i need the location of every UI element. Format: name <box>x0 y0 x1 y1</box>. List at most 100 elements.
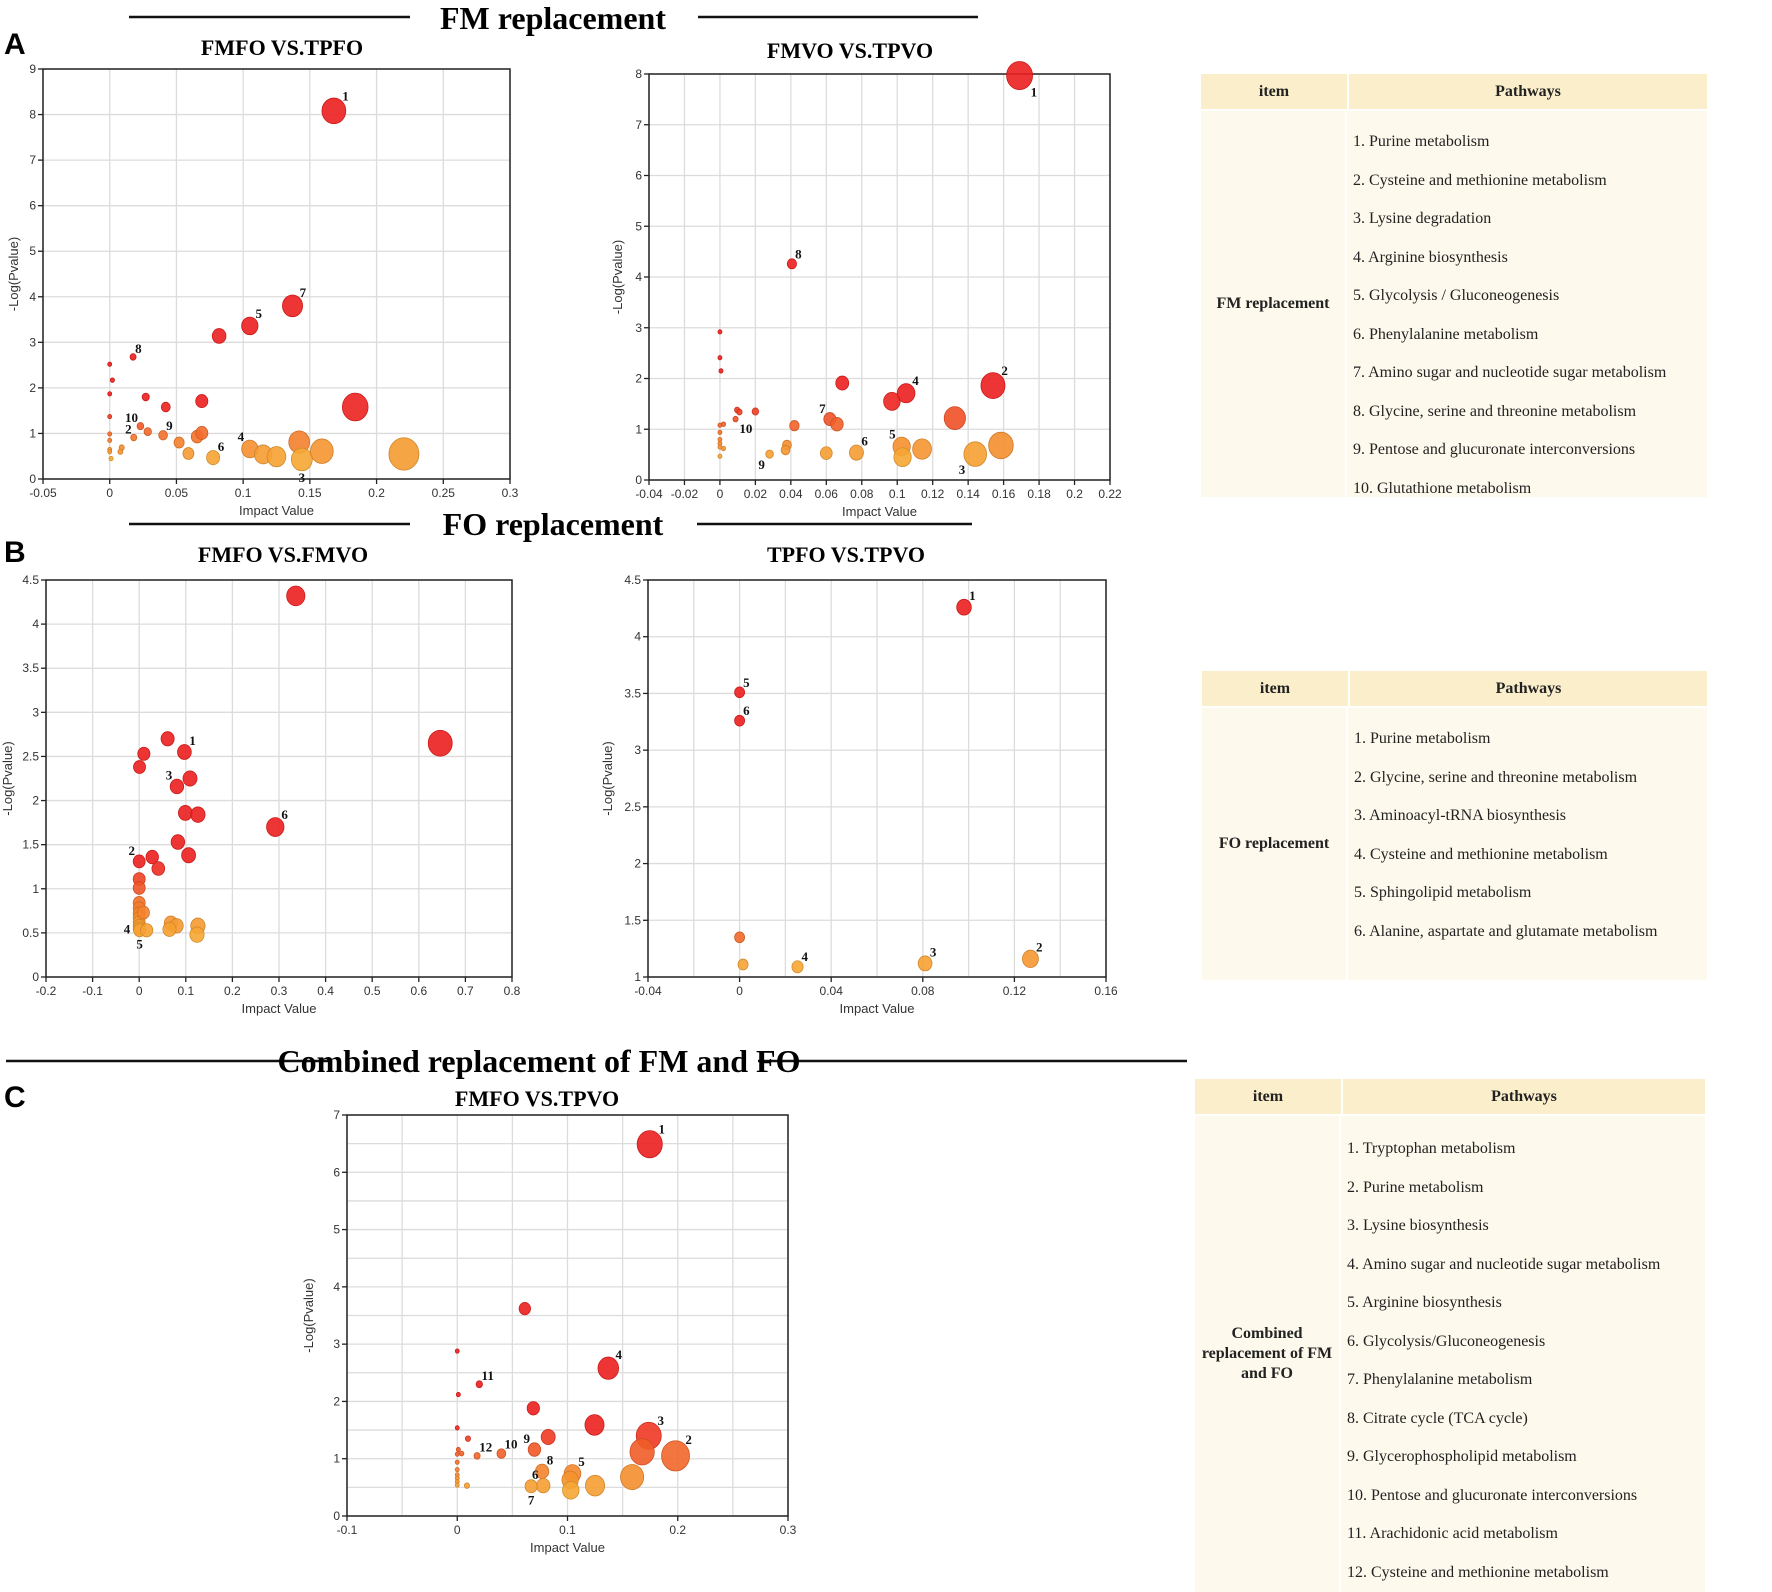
pathway-row: 6. Glycolysis/Gluconeogenesis <box>1347 1332 1546 1350</box>
bubble-point <box>717 329 723 335</box>
pathway-table-fo: item Pathways FO replacement 1. Purine me… <box>1202 671 1707 980</box>
pathway-list: 1. Purine metabolism 2. Glycine, serine a… <box>1348 708 1707 980</box>
table-item-label: FO replacement <box>1202 708 1348 980</box>
bubble-point <box>182 770 198 787</box>
pathway-row: 7. Phenylalanine metabolism <box>1347 1371 1533 1389</box>
y-tick-label: 8 <box>635 67 642 81</box>
x-axis-label: Impact Value <box>842 504 917 519</box>
bubble-point <box>107 391 113 397</box>
bubble-point <box>195 394 209 409</box>
y-tick-label: 2 <box>635 372 642 386</box>
y-axis-label: -Log(Pvalue) <box>610 240 625 314</box>
bubble-point <box>980 372 1006 399</box>
x-tick-label: 0.08 <box>911 984 935 998</box>
bubble-point <box>136 422 145 431</box>
bubble-point <box>496 1448 507 1459</box>
x-tick-label: 0.1 <box>235 486 252 500</box>
y-tick-label: 5 <box>333 1223 340 1237</box>
bubble-point <box>454 1459 460 1465</box>
bubble-label: 2 <box>1036 939 1043 954</box>
bubble-point <box>849 444 864 461</box>
bubble-point <box>917 955 933 972</box>
bubble-point <box>241 316 259 336</box>
bubble-label: 7 <box>819 401 826 416</box>
y-tick-label: 6 <box>635 169 642 183</box>
y-tick-label: 8 <box>29 108 36 122</box>
bubble-point <box>143 427 152 436</box>
bubble-point <box>883 391 901 411</box>
bubble-label: 2 <box>685 1432 692 1447</box>
bubble-point <box>160 401 171 413</box>
bubble-point <box>963 441 988 467</box>
table-header-item: item <box>1195 1079 1343 1114</box>
bubble-label: 1 <box>342 89 349 104</box>
y-tick-label: 4 <box>333 1280 340 1294</box>
bubble-point <box>170 834 186 850</box>
x-tick-label: -0.05 <box>29 486 57 500</box>
bubble-label: 5 <box>743 675 750 690</box>
bubble-label: 8 <box>547 1453 554 1468</box>
bubble-label: 2 <box>1001 363 1008 378</box>
x-tick-label: 0.4 <box>317 984 334 998</box>
bubble-point <box>717 355 723 361</box>
bubble-point <box>736 408 743 416</box>
bubble-point <box>132 881 146 895</box>
bubble-point <box>629 1438 655 1466</box>
bubble-label: 9 <box>166 418 173 433</box>
bubble-label: 4 <box>801 949 808 964</box>
panel-letter-c: C <box>4 1081 26 1114</box>
bubble-label: 12 <box>479 1440 492 1455</box>
y-tick-label: 6 <box>29 199 36 213</box>
bubble-label: 4 <box>616 1347 623 1362</box>
pathway-row: 1. Purine metabolism <box>1353 133 1490 151</box>
bubble-point <box>173 436 185 449</box>
bubble-point <box>341 392 369 422</box>
bubble-point <box>286 585 306 607</box>
bubble-label: 3 <box>166 768 173 783</box>
chart-title: FMFO VS.TPFO <box>201 35 363 60</box>
bubble-point <box>140 923 154 938</box>
y-axis-label: -Log(Pvalue) <box>301 1278 316 1352</box>
y-tick-label: 1.5 <box>624 913 641 927</box>
bubble-point <box>290 447 313 472</box>
bubble-point <box>454 1467 460 1473</box>
bubble-label: 4 <box>912 373 919 388</box>
y-tick-label: 2 <box>333 1394 340 1408</box>
bubble-point <box>266 817 285 837</box>
x-axis-label: Impact Value <box>239 503 314 518</box>
bubble-point <box>527 1442 542 1457</box>
pathway-row: 12. Cysteine and methionine metabolism <box>1347 1563 1609 1581</box>
bubble-point <box>734 931 745 944</box>
table-header-pathways: Pathways <box>1495 679 1562 697</box>
bubble-point <box>464 1435 471 1442</box>
x-axis-label: Impact Value <box>242 1001 317 1016</box>
bubble-label: 7 <box>300 285 307 300</box>
bubble-label: 10 <box>125 410 138 425</box>
bubble-point <box>151 861 166 876</box>
bubble-point <box>720 445 726 452</box>
bubble-chart-2: FMVO VS.TPVO -0.04 -0.02 0 0.02 0.04 0.06 0.08 0… <box>610 38 1122 519</box>
x-tick-label: 0.08 <box>850 487 874 501</box>
bubble-label: 5 <box>256 306 263 321</box>
chart-title: FMFO VS.FMVO <box>198 542 368 567</box>
pathway-row: 7. Amino sugar and nucleotide sugar meta… <box>1353 364 1667 382</box>
x-tick-label: 0.6 <box>410 984 427 998</box>
pathway-row: 3. Aminoacyl-tRNA biosynthesis <box>1354 807 1566 825</box>
bubble-point <box>160 731 175 747</box>
bubble-point <box>786 258 797 270</box>
y-tick-label: 1 <box>29 426 36 440</box>
bubble-point <box>321 97 347 125</box>
y-tick-label: 2 <box>32 794 39 808</box>
x-tick-label: 0.2 <box>368 486 385 500</box>
bubble-point <box>107 449 113 455</box>
x-axis-label: Impact Value <box>530 1540 605 1555</box>
pathway-table-fm: item Pathways FM replacement 1. Purine me… <box>1201 74 1707 497</box>
bubble-point <box>893 447 912 467</box>
bubble-point <box>178 805 193 821</box>
y-tick-label: 3.5 <box>22 661 39 675</box>
y-tick-label: 4.5 <box>624 573 641 587</box>
y-axis-label: -Log(Pvalue) <box>0 741 15 815</box>
y-tick-label: 6 <box>333 1165 340 1179</box>
x-tick-label: 0.22 <box>1098 487 1122 501</box>
panel-letter-b: B <box>4 536 26 569</box>
